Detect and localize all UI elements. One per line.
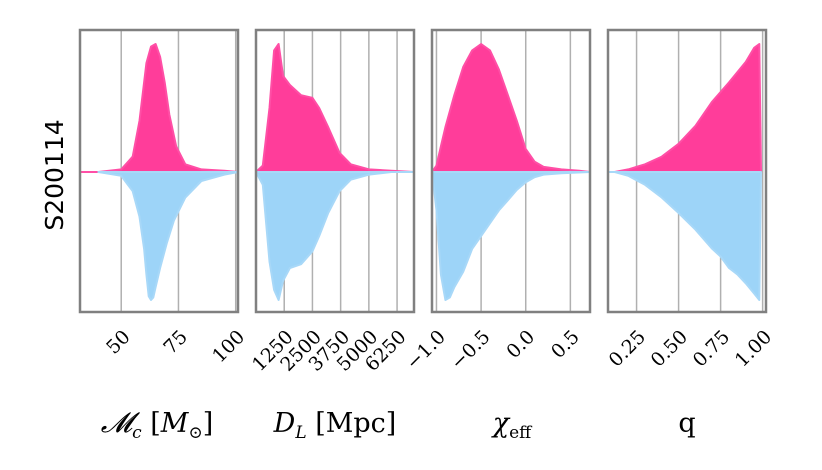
panel-frame <box>606 28 768 314</box>
x-tick-label: 0.50 <box>647 326 692 371</box>
upper-density-area <box>255 43 415 173</box>
x-tick-label: 0.25 <box>605 326 650 371</box>
panel-mass-ratio: 0.250.500.751.00 q <box>605 28 776 439</box>
panel-frame <box>78 28 240 314</box>
panel-chi-eff: −1.0−0.5 0.0 0.5 χeff <box>402 28 592 443</box>
panel-frame <box>430 28 592 314</box>
x-tick-label: 75 <box>159 326 192 359</box>
x-tick-label: 100 <box>208 326 249 367</box>
row-label: S200114 <box>40 119 69 230</box>
x-tick-label: 0.5 <box>547 326 584 363</box>
x-tick-label: 0.75 <box>689 326 734 371</box>
lower-density-area <box>97 171 239 301</box>
upper-density-area <box>431 43 591 173</box>
upper-density-area <box>79 43 239 173</box>
xlabel-luminosity-distance: DL [Mpc] <box>273 408 397 443</box>
panel-frame <box>254 28 416 314</box>
lower-density-area <box>431 171 591 301</box>
panel-chirp-mass: 50 75 100 𝓜c [M⊙] <box>78 28 249 443</box>
xlabel-mass-ratio: q <box>678 408 695 439</box>
xlabel-chirp-mass: 𝓜c [M⊙] <box>101 406 213 443</box>
x-tick-label: 1.00 <box>731 326 776 371</box>
x-tick-label: −0.5 <box>446 326 494 374</box>
lower-density-area <box>255 171 415 301</box>
lower-density-area <box>607 171 762 301</box>
upper-density-area <box>607 43 762 173</box>
x-tick-label: 0.0 <box>502 326 539 363</box>
xlabel-chi-eff: χeff <box>491 408 533 443</box>
x-tick-label: −1.0 <box>402 326 450 374</box>
x-tick-label: 50 <box>102 326 135 359</box>
